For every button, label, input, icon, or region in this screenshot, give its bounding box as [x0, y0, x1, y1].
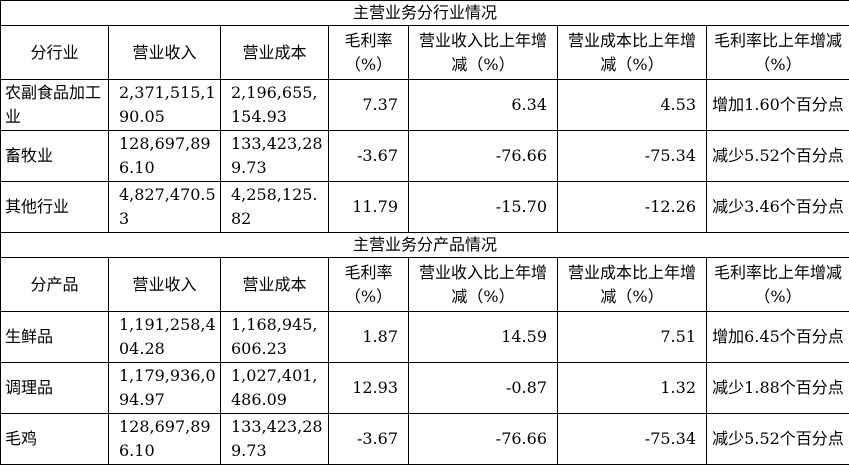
data-row: 畜牧业 128,697,896.10 133,423,289.73 -3.67 -76.…	[0, 130, 849, 182]
header-cell: 毛利率（%）	[328, 25, 409, 80]
data-cell: -76.66	[408, 413, 558, 465]
header-cell: 营业成本	[220, 25, 329, 80]
data-row: 其他行业 4,827,470.53 4,258,125.82 11.79 -15.70-…	[0, 181, 849, 233]
data-cell: 1,179,936,094.97	[108, 362, 221, 414]
data-cell: 增加6.45个百分点	[706, 311, 849, 363]
data-cell: -3.67	[328, 130, 409, 182]
data-row: 农副食品加工业 2,371,515,190.05 2,196,655,154.93 7…	[0, 79, 849, 131]
data-cell: 调理品	[0, 362, 109, 414]
data-cell: 6.34	[408, 79, 558, 131]
data-cell: 农副食品加工业	[0, 79, 109, 131]
data-cell: 减少5.52个百分点	[706, 130, 849, 182]
data-cell: -0.87	[408, 362, 558, 414]
data-cell: 减少3.46个百分点	[706, 181, 849, 233]
data-cell: -3.67	[328, 413, 409, 465]
data-cell: 1.32	[557, 362, 707, 414]
data-cell: 增加1.60个百分点	[706, 79, 849, 131]
data-cell: 14.59	[408, 311, 558, 363]
data-cell: 减少1.88个百分点	[706, 362, 849, 414]
header-cell: 营业收入	[108, 25, 221, 80]
data-cell: 128,697,896.10	[108, 413, 221, 465]
data-cell: -75.34	[557, 130, 707, 182]
data-cell: 1,191,258,404.28	[108, 311, 221, 363]
data-cell: 7.37	[328, 79, 409, 131]
data-cell: 133,423,289.73	[220, 130, 329, 182]
section-title: 主营业务分产品情况	[0, 232, 849, 258]
header-cell: 分产品	[0, 257, 109, 312]
data-cell: 2,196,655,154.93	[220, 79, 329, 131]
data-cell: 7.51	[557, 311, 707, 363]
header-cell: 营业成本比上年增减（%）	[557, 25, 707, 80]
header-cell: 毛利率比上年增减（%）	[706, 25, 849, 80]
header-cell: 营业收入	[108, 257, 221, 312]
data-cell: 1,168,945,606.23	[220, 311, 329, 363]
data-row: 生鲜品 1,191,258,404.28 1,168,945,606.23 1.87 1…	[0, 311, 849, 363]
header-cell: 营业成本比上年增减（%）	[557, 257, 707, 312]
data-row: 毛鸡 128,697,896.10 133,423,289.73 -3.67 -76.6…	[0, 413, 849, 465]
header-cell: 毛利率比上年增减（%）	[706, 257, 849, 312]
data-cell: 4,827,470.53	[108, 181, 221, 233]
data-cell: 4,258,125.82	[220, 181, 329, 233]
data-cell: 1.87	[328, 311, 409, 363]
data-cell: -76.66	[408, 130, 558, 182]
data-cell: 减少5.52个百分点	[706, 413, 849, 465]
header-cell: 营业成本	[220, 257, 329, 312]
data-cell: -15.70	[408, 181, 558, 233]
data-row: 调理品 1,179,936,094.97 1,027,401,486.09 12.93…	[0, 362, 849, 414]
data-cell: -75.34	[557, 413, 707, 465]
data-cell: 11.79	[328, 181, 409, 233]
data-cell: 生鲜品	[0, 311, 109, 363]
header-cell: 营业收入比上年增减（%）	[408, 25, 558, 80]
data-cell: 133,423,289.73	[220, 413, 329, 465]
header-cell: 毛利率（%）	[328, 257, 409, 312]
data-cell: 其他行业	[0, 181, 109, 233]
data-cell: 12.93	[328, 362, 409, 414]
section-row: 主营业务分产品情况	[0, 232, 849, 258]
section-row: 主营业务分行业情况	[0, 0, 849, 26]
data-cell: -12.26	[557, 181, 707, 233]
header-cell: 分行业	[0, 25, 109, 80]
data-cell: 2,371,515,190.05	[108, 79, 221, 131]
header-cell: 营业收入比上年增减（%）	[408, 257, 558, 312]
data-cell: 4.53	[557, 79, 707, 131]
header-row: 分行业 营业收入 营业成本 毛利率（%） 营业收入比上年增减（%） 营业成本比上年增减（%…	[0, 25, 849, 80]
data-cell: 毛鸡	[0, 413, 109, 465]
data-cell: 畜牧业	[0, 130, 109, 182]
data-cell: 128,697,896.10	[108, 130, 221, 182]
header-row: 分产品 营业收入 营业成本 毛利率（%） 营业收入比上年增减（%） 营业成本比上年增减（%…	[0, 257, 849, 312]
data-cell: 1,027,401,486.09	[220, 362, 329, 414]
section-title: 主营业务分行业情况	[0, 0, 849, 26]
